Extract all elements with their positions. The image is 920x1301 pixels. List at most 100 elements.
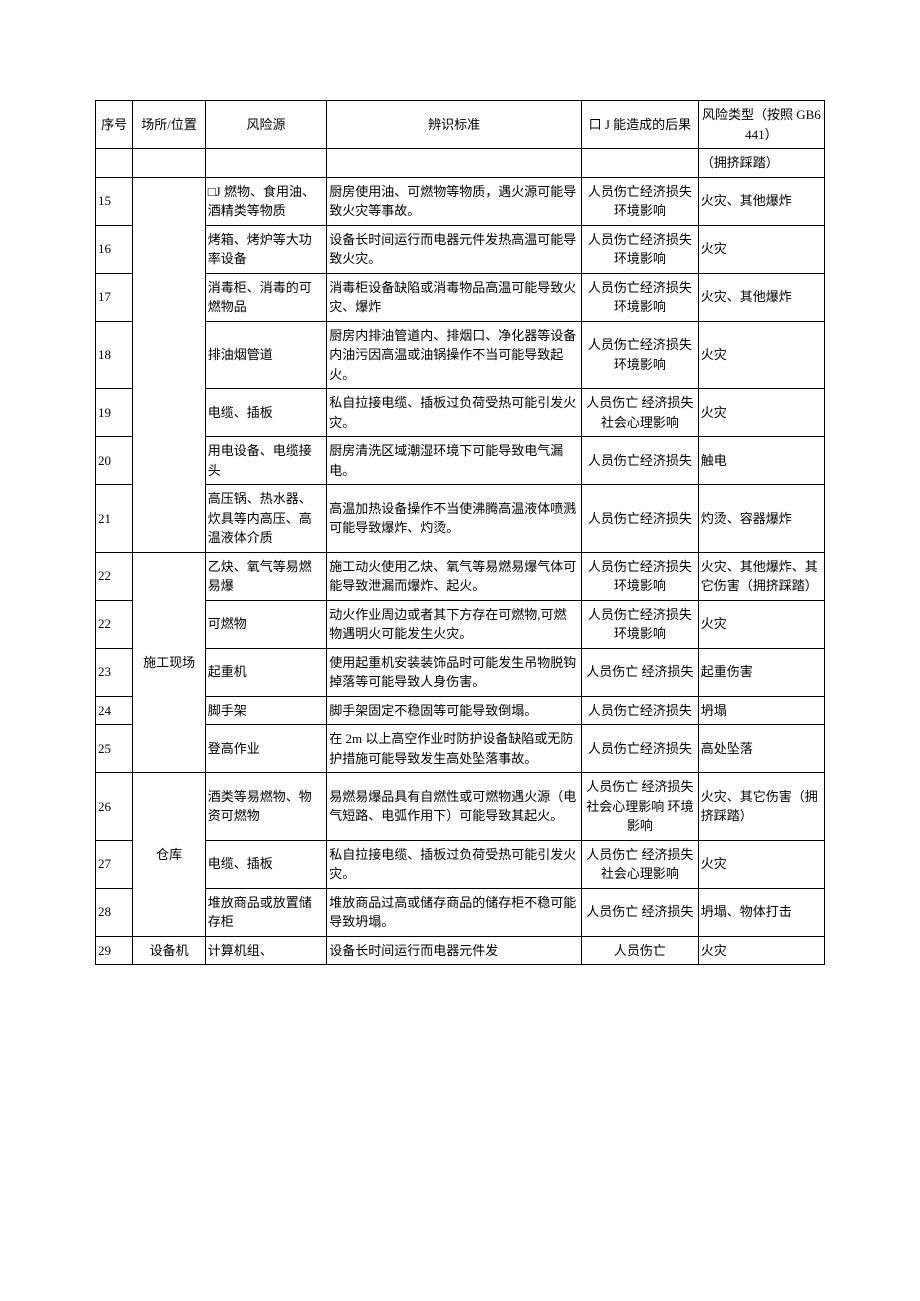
cell-src: 乙炔、氧气等易燃易爆 (205, 552, 327, 600)
cell-type: 触电 (698, 437, 824, 485)
cell-res: 人员伤亡经济损失环境影响 (581, 600, 698, 648)
cell-type: 火灾 (698, 936, 824, 965)
cell-loc: 设备机 (133, 936, 205, 965)
cell-loc (133, 149, 205, 178)
cell-std: 易燃易爆品具有自燃性或可燃物遇火源（电气短路、电弧作用下）可能导致其起火。 (327, 773, 582, 841)
header-type: 风险类型（按照 GB6441） (698, 101, 824, 149)
cell-seq: 29 (96, 936, 133, 965)
table-row: 29设备机计算机组、设备长时间运行而电器元件发人员伤亡火灾 (96, 936, 825, 965)
cell-res: 人员伤亡经济损失 (581, 437, 698, 485)
cell-seq: 25 (96, 725, 133, 773)
header-src: 风险源 (205, 101, 327, 149)
cell-src: 酒类等易燃物、物资可燃物 (205, 773, 327, 841)
table-body: （拥挤踩踏）15□J 燃物、食用油、酒精类等物质厨房使用油、可燃物等物质，遇火源… (96, 149, 825, 965)
cell-src: 电缆、插板 (205, 840, 327, 888)
cell-type: 火灾、其他爆炸、其它伤害（拥挤踩踏） (698, 552, 824, 600)
cell-res: 人员伤亡 经济损失 (581, 648, 698, 696)
cell-src: 堆放商品或放置储存柜 (205, 888, 327, 936)
table-row: 28 堆放商品或放置储存柜堆放商品过高或储存商品的储存柜不稳可能导致坍塌。人员伤亡… (96, 888, 825, 936)
cell-src: 计算机组、 (205, 936, 327, 965)
cell-type: 起重伤害 (698, 648, 824, 696)
cell-seq: 20 (96, 437, 133, 485)
cell-std: 在 2m 以上高空作业时防护设备缺陷或无防护措施可能导致发生高处坠落事故。 (327, 725, 582, 773)
cell-src: 脚手架 (205, 696, 327, 725)
header-std: 辨识标准 (327, 101, 582, 149)
cell-type: 火灾、其他爆炸 (698, 177, 824, 225)
cell-std: 设备长时间运行而电器元件发 (327, 936, 582, 965)
cell-res: 人员伤亡经济损失环境影响 (581, 321, 698, 389)
cell-src: 排油烟管道 (205, 321, 327, 389)
cell-res: 人员伤亡 经济损失 (581, 888, 698, 936)
table-row: （拥挤踩踏） (96, 149, 825, 178)
table-row: 15□J 燃物、食用油、酒精类等物质厨房使用油、可燃物等物质，遇火源可能导致火灾… (96, 177, 825, 225)
cell-type: 火灾 (698, 389, 824, 437)
cell-src: 高压锅、热水器、炊具等内高压、高温液体介质 (205, 485, 327, 553)
cell-type: 火灾 (698, 321, 824, 389)
cell-src: 可燃物 (205, 600, 327, 648)
cell-std (327, 149, 582, 178)
document-page: 序号 场所/位置 风险源 辨识标准 口 J 能造成的后果 风险类型（按照 GB6… (0, 0, 920, 1005)
table-row: 18 排油烟管道厨房内排油管道内、排烟口、净化器等设备内油污因高温或油锅操作不当可… (96, 321, 825, 389)
cell-type: 火灾、其他爆炸 (698, 273, 824, 321)
cell-res: 人员伤亡经济损失环境影响 (581, 225, 698, 273)
table-row: 16烤箱、烤炉等大功率设备设备长时间运行而电器元件发热高温可能导致火灾。人员伤亡… (96, 225, 825, 273)
table-row: 20 用电设备、电缆接头厨房清洗区域潮湿环境下可能导致电气漏电。人员伤亡经济损失触… (96, 437, 825, 485)
table-header: 序号 场所/位置 风险源 辨识标准 口 J 能造成的后果 风险类型（按照 GB6… (96, 101, 825, 149)
table-row: 21 高压锅、热水器、炊具等内高压、高温液体介质高温加热设备操作不当使沸腾高温液体… (96, 485, 825, 553)
cell-src: 电缆、插板 (205, 389, 327, 437)
cell-seq: 28 (96, 888, 133, 936)
cell-seq: 18 (96, 321, 133, 389)
cell-seq (96, 149, 133, 178)
cell-std: 施工动火使用乙炔、氧气等易燃易爆气体可能导致泄漏而爆炸、起火。 (327, 552, 582, 600)
table-row: 22 可燃物动火作业周边或者其下方存在可燃物,可燃物遇明火可能发生火灾。人员伤亡经… (96, 600, 825, 648)
cell-loc (133, 177, 205, 552)
cell-std: 私自拉接电缆、插板过负荷受热可能引发火灾。 (327, 389, 582, 437)
cell-std: 设备长时间运行而电器元件发热高温可能导致火灾。 (327, 225, 582, 273)
cell-src: 消毒柜、消毒的可燃物品 (205, 273, 327, 321)
cell-res: 人员伤亡 经济损失 社会心理影响 环境影响 (581, 773, 698, 841)
cell-src: 起重机 (205, 648, 327, 696)
cell-res: 人员伤亡 经济损失 社会心理影响 (581, 840, 698, 888)
cell-seq: 19 (96, 389, 133, 437)
cell-res: 人员伤亡经济损失 (581, 725, 698, 773)
header-res: 口 J 能造成的后果 (581, 101, 698, 149)
table-row: 26仓库酒类等易燃物、物资可燃物易燃易爆品具有自燃性或可燃物遇火源（电气短路、电… (96, 773, 825, 841)
cell-type: （拥挤踩踏） (698, 149, 824, 178)
header-seq: 序号 (96, 101, 133, 149)
cell-std: 消毒柜设备缺陷或消毒物品高温可能导致火灾、爆炸 (327, 273, 582, 321)
cell-type: 火灾 (698, 225, 824, 273)
cell-std: 厨房清洗区域潮湿环境下可能导致电气漏电。 (327, 437, 582, 485)
table-row: 22施工现场乙炔、氧气等易燃易爆施工动火使用乙炔、氧气等易燃易爆气体可能导致泄漏… (96, 552, 825, 600)
cell-loc: 仓库 (133, 773, 205, 937)
cell-type: 火灾 (698, 840, 824, 888)
cell-seq: 23 (96, 648, 133, 696)
cell-src: 登高作业 (205, 725, 327, 773)
cell-seq: 17 (96, 273, 133, 321)
cell-std: 堆放商品过高或储存商品的储存柜不稳可能导致坍塌。 (327, 888, 582, 936)
table-row: 25 登高作业在 2m 以上高空作业时防护设备缺陷或无防护措施可能导致发生高处坠落… (96, 725, 825, 773)
cell-seq: 26 (96, 773, 133, 841)
cell-seq: 27 (96, 840, 133, 888)
cell-res: 人员伤亡经济损失环境影响 (581, 177, 698, 225)
cell-type: 高处坠落 (698, 725, 824, 773)
table-row: 23 起重机使用起重机安装装饰品时可能发生吊物脱钩掉落等可能导致人身伤害。人员伤亡… (96, 648, 825, 696)
cell-res: 人员伤亡 经济损失 社会心理影响 (581, 389, 698, 437)
cell-seq: 22 (96, 600, 133, 648)
cell-std: 使用起重机安装装饰品时可能发生吊物脱钩掉落等可能导致人身伤害。 (327, 648, 582, 696)
cell-seq: 24 (96, 696, 133, 725)
cell-seq: 21 (96, 485, 133, 553)
cell-type: 坍塌 (698, 696, 824, 725)
cell-seq: 16 (96, 225, 133, 273)
cell-std: 高温加热设备操作不当使沸腾高温液体喷溅可能导致爆炸、灼烫。 (327, 485, 582, 553)
cell-src: 用电设备、电缆接头 (205, 437, 327, 485)
cell-seq: 22 (96, 552, 133, 600)
cell-seq: 15 (96, 177, 133, 225)
cell-type: 火灾、其它伤害（拥挤踩踏） (698, 773, 824, 841)
cell-res: 人员伤亡经济损失 (581, 485, 698, 553)
cell-std: 私自拉接电缆、插板过负荷受热可能引发火灾。 (327, 840, 582, 888)
cell-type: 火灾 (698, 600, 824, 648)
cell-std: 厨房内排油管道内、排烟口、净化器等设备内油污因高温或油锅操作不当可能导致起火。 (327, 321, 582, 389)
cell-src (205, 149, 327, 178)
cell-src: □J 燃物、食用油、酒精类等物质 (205, 177, 327, 225)
cell-std: 动火作业周边或者其下方存在可燃物,可燃物遇明火可能发生火灾。 (327, 600, 582, 648)
